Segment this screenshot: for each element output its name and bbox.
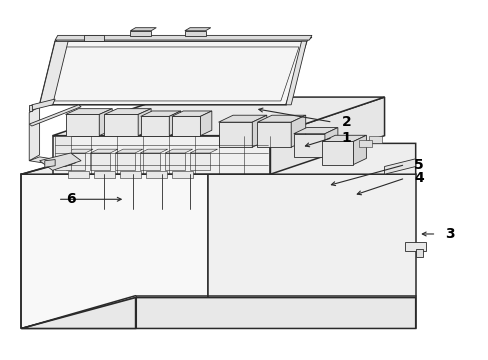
Polygon shape xyxy=(40,153,81,170)
Polygon shape xyxy=(140,149,167,153)
Polygon shape xyxy=(29,157,76,167)
Polygon shape xyxy=(141,111,181,116)
Polygon shape xyxy=(145,171,166,178)
Polygon shape xyxy=(130,28,156,31)
Polygon shape xyxy=(171,116,200,136)
Polygon shape xyxy=(65,149,93,153)
Polygon shape xyxy=(21,298,415,328)
Polygon shape xyxy=(208,174,415,328)
Polygon shape xyxy=(55,37,311,41)
Polygon shape xyxy=(184,28,210,31)
Polygon shape xyxy=(324,127,337,157)
Text: 6: 6 xyxy=(66,192,76,206)
Polygon shape xyxy=(90,149,118,153)
Polygon shape xyxy=(171,111,211,116)
Polygon shape xyxy=(115,149,142,153)
Polygon shape xyxy=(29,107,40,161)
Polygon shape xyxy=(99,109,112,136)
Polygon shape xyxy=(21,174,208,328)
Polygon shape xyxy=(115,153,135,170)
Polygon shape xyxy=(415,249,423,257)
Polygon shape xyxy=(53,136,270,174)
Polygon shape xyxy=(40,41,68,105)
Polygon shape xyxy=(285,41,306,105)
Polygon shape xyxy=(21,298,135,328)
Polygon shape xyxy=(94,171,115,178)
Polygon shape xyxy=(184,31,205,36)
Polygon shape xyxy=(293,127,337,134)
Polygon shape xyxy=(257,115,305,122)
Polygon shape xyxy=(368,136,381,143)
Polygon shape xyxy=(200,111,211,136)
Text: 4: 4 xyxy=(413,171,423,185)
Text: 3: 3 xyxy=(445,227,454,241)
Polygon shape xyxy=(104,109,151,114)
Polygon shape xyxy=(218,115,266,122)
Text: 2: 2 xyxy=(341,115,350,129)
Polygon shape xyxy=(21,143,415,174)
Polygon shape xyxy=(165,153,184,170)
Polygon shape xyxy=(169,111,181,136)
Polygon shape xyxy=(40,41,306,105)
Polygon shape xyxy=(65,114,99,136)
Polygon shape xyxy=(190,149,217,153)
Text: 5: 5 xyxy=(413,158,423,172)
Polygon shape xyxy=(257,122,290,147)
Polygon shape xyxy=(83,35,104,41)
Polygon shape xyxy=(53,97,384,136)
Polygon shape xyxy=(171,171,192,178)
Polygon shape xyxy=(140,153,160,170)
Polygon shape xyxy=(65,109,112,114)
Polygon shape xyxy=(120,171,141,178)
Polygon shape xyxy=(141,116,169,136)
Polygon shape xyxy=(353,135,366,165)
Polygon shape xyxy=(384,159,415,174)
Text: 1: 1 xyxy=(341,131,350,145)
Polygon shape xyxy=(190,153,209,170)
Polygon shape xyxy=(55,136,71,170)
Polygon shape xyxy=(68,171,89,178)
Polygon shape xyxy=(29,99,55,111)
Polygon shape xyxy=(45,159,55,167)
Polygon shape xyxy=(55,35,311,40)
Polygon shape xyxy=(29,105,81,126)
Polygon shape xyxy=(358,140,371,147)
Polygon shape xyxy=(165,149,192,153)
Polygon shape xyxy=(104,114,138,136)
Polygon shape xyxy=(218,122,252,147)
Polygon shape xyxy=(138,109,151,136)
Polygon shape xyxy=(405,242,425,251)
Polygon shape xyxy=(29,105,32,111)
Polygon shape xyxy=(270,97,384,174)
Polygon shape xyxy=(65,153,85,170)
Polygon shape xyxy=(322,135,366,141)
Polygon shape xyxy=(90,153,110,170)
Polygon shape xyxy=(252,115,266,147)
Polygon shape xyxy=(293,134,324,157)
Polygon shape xyxy=(290,115,305,147)
Polygon shape xyxy=(322,141,353,165)
Polygon shape xyxy=(130,31,151,36)
